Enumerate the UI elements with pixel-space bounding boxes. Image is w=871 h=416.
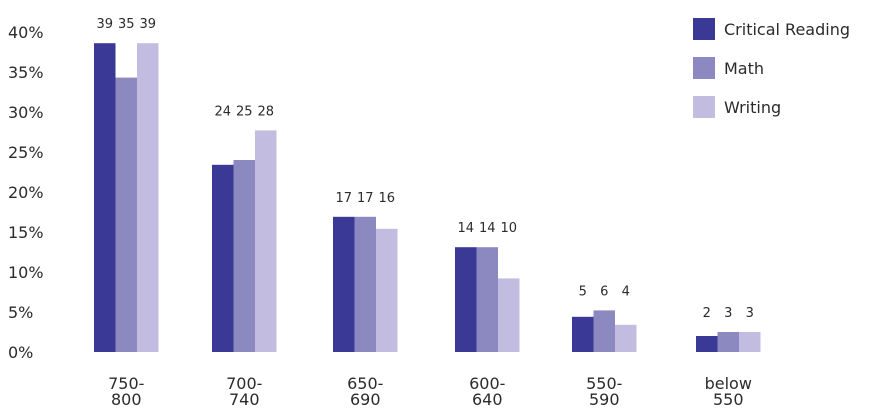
x-tick-label: 800 [111, 390, 142, 409]
y-tick-label: 25% [8, 143, 44, 162]
data-label: 24 [214, 104, 231, 119]
bar [233, 160, 255, 352]
data-label: 16 [378, 191, 395, 206]
bar [572, 316, 594, 352]
y-tick-label: 20% [8, 183, 44, 202]
bar [354, 216, 376, 352]
bar [739, 332, 761, 352]
x-tick-label: 550- [586, 374, 622, 393]
data-label: 6 [600, 284, 608, 299]
legend-swatch [693, 57, 715, 79]
x-tick-label: 590 [589, 390, 620, 409]
legend-swatch [693, 18, 715, 40]
data-label: 2 [703, 306, 711, 321]
data-label: 14 [479, 221, 496, 236]
bar [212, 164, 234, 352]
x-axis: 750-800 700-740 650-690 600-640 550-590 below… [108, 374, 752, 409]
data-label: 17 [357, 191, 374, 206]
bar [115, 77, 137, 352]
y-tick-label: 40% [8, 23, 44, 42]
x-tick-label: 740 [229, 390, 260, 409]
x-tick-label: 650- [347, 374, 383, 393]
y-tick-label: 15% [8, 223, 44, 242]
bar [696, 336, 718, 352]
legend: Critical Reading Math Writing [693, 18, 850, 118]
bar [255, 130, 277, 352]
bar [333, 216, 355, 352]
x-tick-label: 640 [472, 390, 503, 409]
bar [717, 332, 739, 352]
x-tick-label: below [705, 374, 752, 393]
data-label: 4 [622, 284, 630, 299]
data-label: 17 [335, 191, 352, 206]
data-label: 3 [724, 306, 732, 321]
y-tick-label: 5% [8, 303, 33, 322]
y-tick-label: 0% [8, 343, 33, 362]
bars [94, 43, 761, 352]
legend-swatch [693, 96, 715, 118]
data-label: 39 [96, 17, 113, 32]
bar [593, 310, 615, 352]
bar [615, 324, 637, 352]
bar [94, 43, 116, 352]
data-label: 5 [579, 284, 587, 299]
data-label: 39 [139, 17, 156, 32]
data-label: 28 [257, 104, 274, 119]
data-label: 14 [457, 221, 474, 236]
x-tick-label: 550 [713, 390, 744, 409]
bar [455, 247, 477, 352]
legend-label: Writing [724, 98, 781, 117]
data-label: 10 [500, 221, 517, 236]
bar [137, 43, 159, 352]
x-tick-label: 690 [350, 390, 381, 409]
data-label: 3 [746, 306, 754, 321]
x-tick-label: 750- [108, 374, 144, 393]
y-tick-label: 10% [8, 263, 44, 282]
legend-label: Math [724, 59, 764, 78]
x-tick-label: 700- [226, 374, 262, 393]
x-tick-label: 600- [469, 374, 505, 393]
y-tick-label: 30% [8, 103, 44, 122]
y-tick-label: 35% [8, 63, 44, 82]
data-label: 35 [118, 17, 135, 32]
bar [498, 278, 520, 352]
bar [376, 228, 398, 352]
bar [476, 247, 498, 352]
data-label: 25 [236, 104, 253, 119]
y-axis: 0% 5% 10% 15% 20% 25% 30% 35% 40% [8, 23, 44, 362]
legend-label: Critical Reading [724, 20, 850, 39]
